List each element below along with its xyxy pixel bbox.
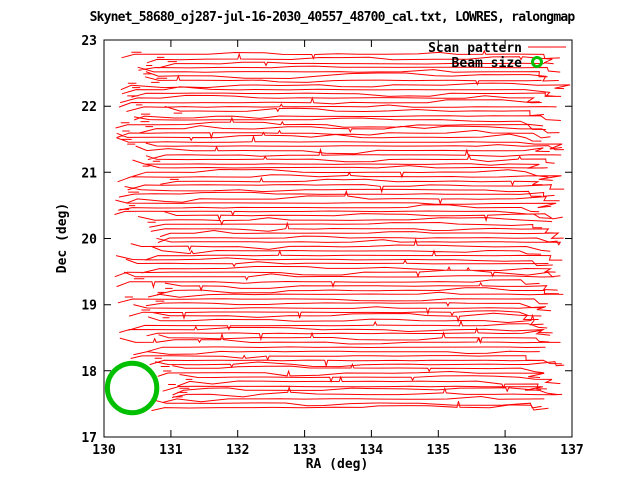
y-tick-label: 19 bbox=[81, 299, 97, 314]
y-tick-label: 21 bbox=[81, 166, 97, 181]
x-axis-label: RA (deg) bbox=[306, 457, 369, 472]
y-tick-label: 23 bbox=[81, 34, 97, 49]
x-tick-label: 130 bbox=[92, 443, 116, 458]
legend-label-beam-size: Beam size bbox=[452, 56, 523, 71]
y-tick-label: 22 bbox=[81, 100, 97, 115]
y-tick-label: 17 bbox=[81, 431, 97, 446]
x-tick-label: 133 bbox=[293, 443, 316, 458]
axis-ticks bbox=[103, 39, 573, 438]
x-tick-label: 135 bbox=[427, 443, 450, 458]
x-tick-label: 134 bbox=[360, 443, 384, 458]
x-tick-label: 137 bbox=[560, 443, 583, 458]
legend-sample-circle bbox=[531, 56, 543, 68]
beam-size-circle bbox=[104, 360, 160, 416]
y-axis-label: Dec (deg) bbox=[55, 203, 70, 273]
y-tick-label: 18 bbox=[81, 365, 97, 380]
y-tick-label: 20 bbox=[81, 233, 97, 248]
legend-label-scan-pattern: Scan pattern bbox=[428, 41, 522, 56]
scan-pattern-path bbox=[114, 49, 571, 412]
x-tick-label: 136 bbox=[493, 443, 517, 458]
x-tick-label: 132 bbox=[226, 443, 249, 458]
plot-title: Skynet_58680_oj287-jul-16-2030_40557_487… bbox=[90, 10, 576, 25]
x-tick-label: 131 bbox=[159, 443, 183, 458]
